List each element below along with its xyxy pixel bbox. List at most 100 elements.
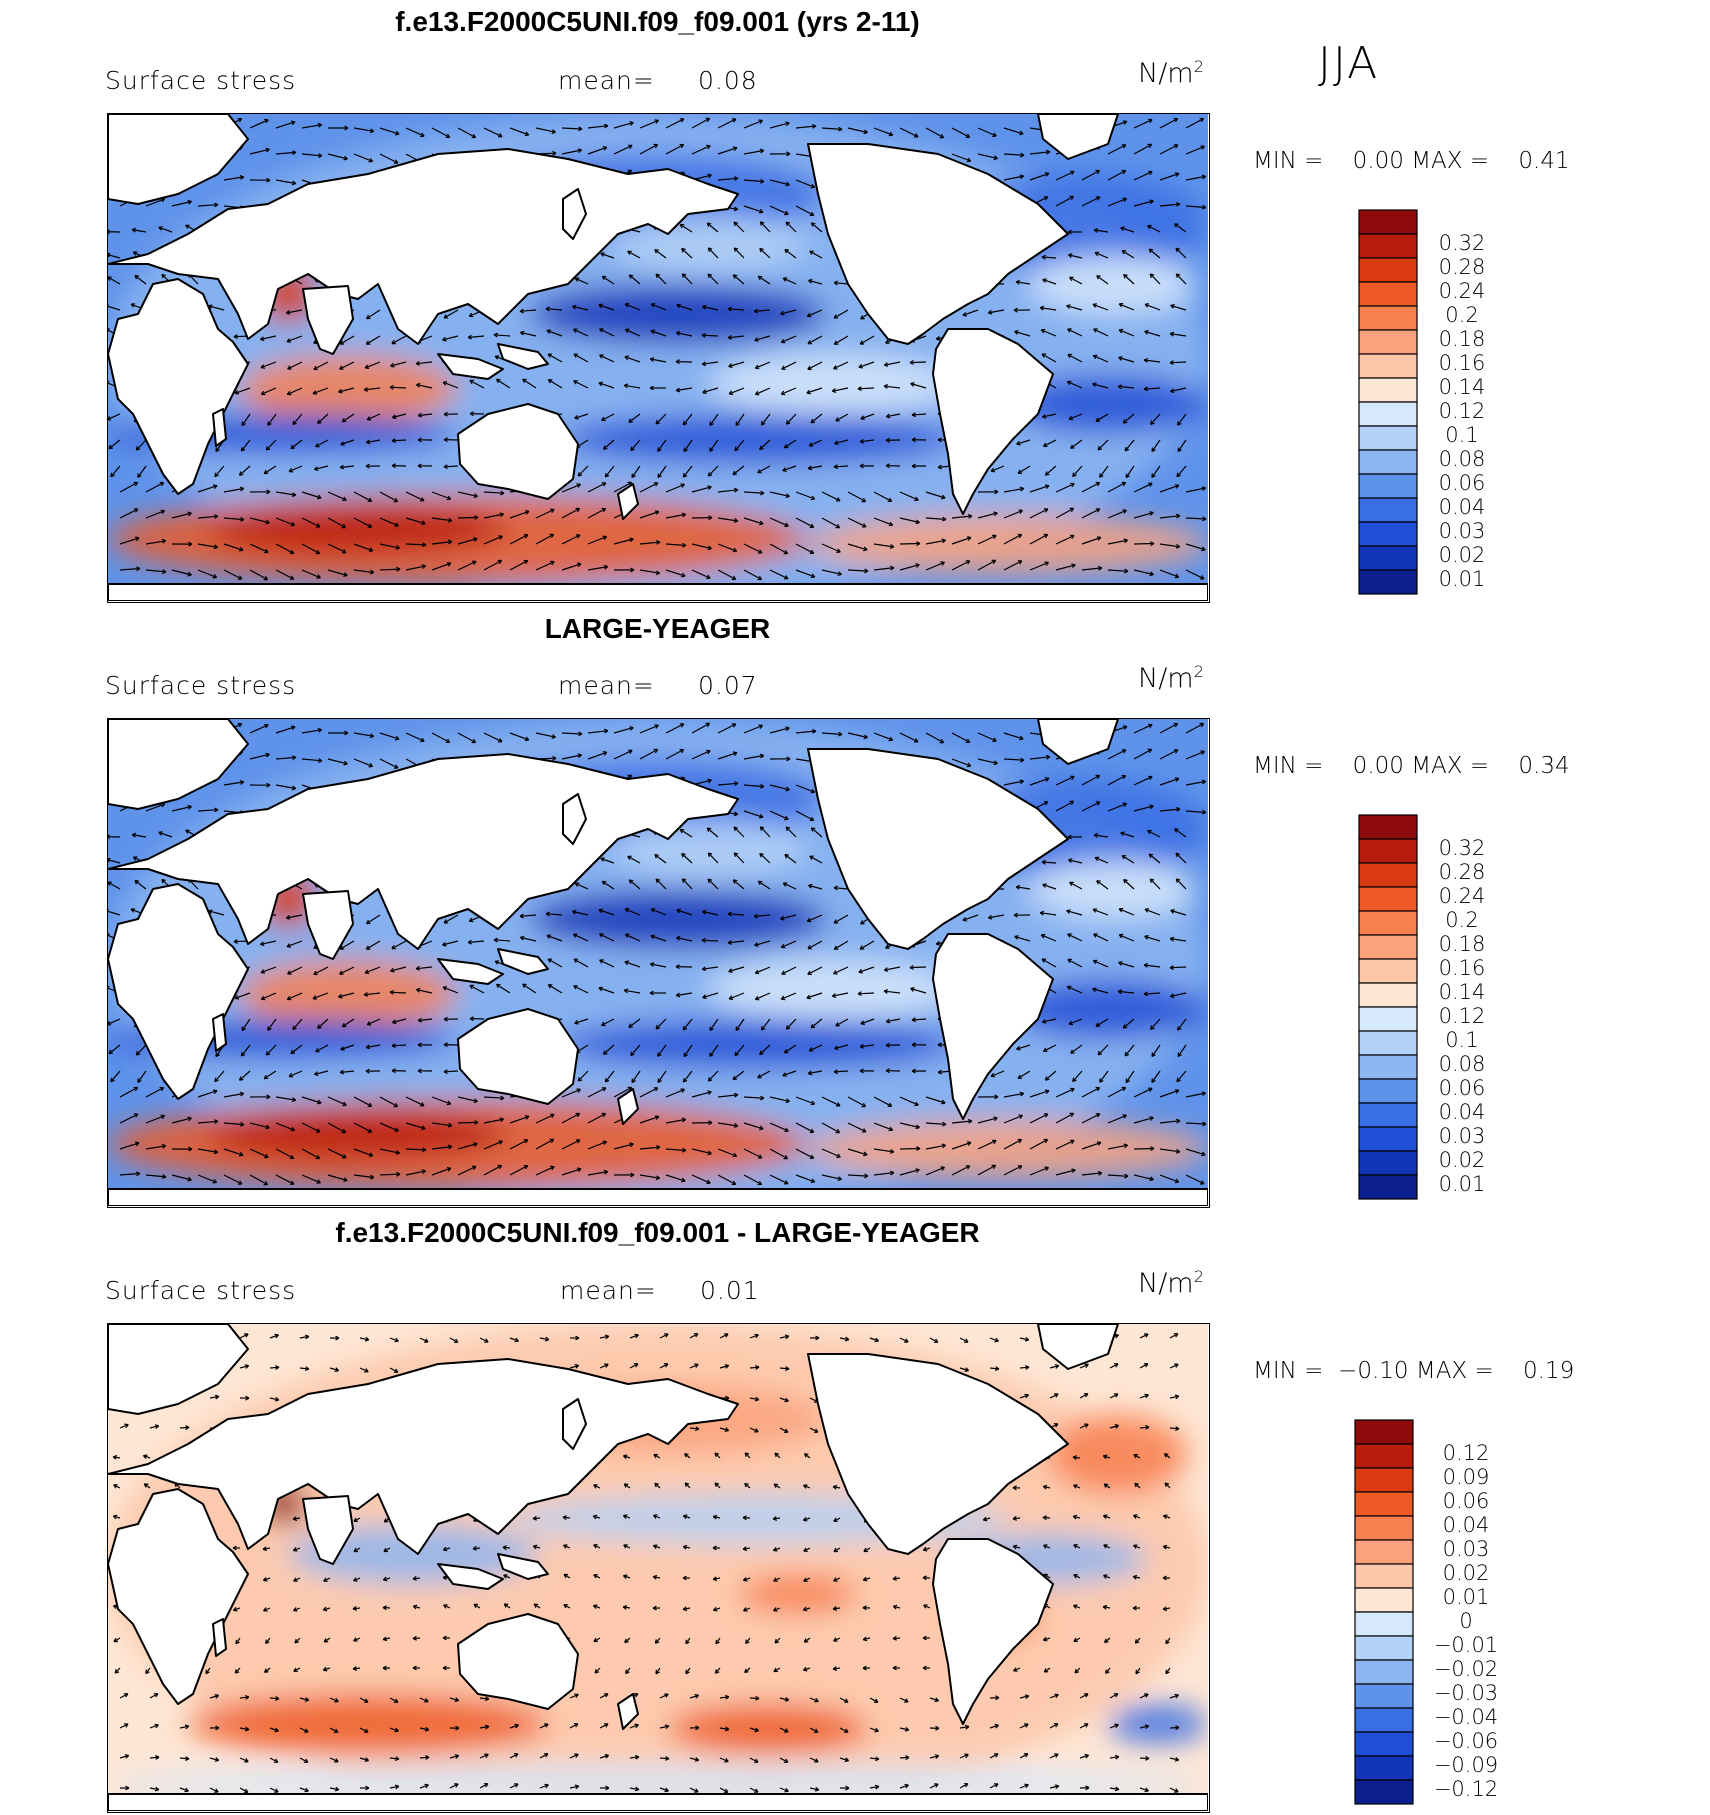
colorbar-3-tick-label: 0.03: [1442, 1537, 1490, 1561]
landmass: [932, 933, 1054, 1120]
colorbar-2-tick-label: 0.12: [1438, 1004, 1486, 1028]
panel-1-minmax: MIN = 0.00 MAX = 0.41: [1253, 148, 1570, 174]
panel-1-min-value: 0.00: [1352, 148, 1404, 174]
landmass: [617, 483, 639, 520]
panel-2-map: [107, 718, 1210, 1208]
colorbar-1-tick-label: 0.18: [1438, 327, 1486, 351]
landmass: [1037, 719, 1119, 765]
colorbar-1-tick-label: 0.24: [1438, 279, 1486, 303]
colorbar-1-box-6: [1358, 353, 1418, 379]
colorbar-3-tick-label: 0: [1459, 1609, 1473, 1633]
panel-2-mean-value: 0.07: [698, 671, 758, 700]
colorbar-2-box-6: [1358, 958, 1418, 984]
colorbar-3-box-7: [1354, 1587, 1414, 1613]
colorbar-3-tick-label: 0.09: [1442, 1465, 1490, 1489]
colorbar-3-box-9: [1354, 1635, 1414, 1661]
panel-2-minmax: MIN = 0.00 MAX = 0.34: [1253, 753, 1570, 779]
colorbar-2-tick-label: 0.18: [1438, 932, 1486, 956]
colorbar-3-tick-label: 0.04: [1442, 1513, 1490, 1537]
panel-1-colorbar-svg: [1358, 209, 1418, 595]
colorbar-2-box-7: [1358, 982, 1418, 1008]
colorbar-3-box-2: [1354, 1467, 1414, 1493]
panel-3-mean-label: mean=: [560, 1276, 657, 1305]
colorbar-1-tick-label: 0.16: [1438, 351, 1486, 375]
panel-3-colorbar-svg: [1354, 1419, 1414, 1805]
panel-2-colorbar: [1358, 814, 1420, 1205]
colorbar-3-tick-label: −0.01: [1433, 1633, 1499, 1657]
colorbar-2-box-9: [1358, 1030, 1418, 1056]
panel-2-title: LARGE-YEAGER: [544, 613, 771, 644]
colorbar-2-tick-label: 0.16: [1438, 956, 1486, 980]
colorbar-3-box-10: [1354, 1659, 1414, 1685]
colorbar-1-box-5: [1358, 329, 1418, 355]
colorbar-1-tick-label: 0.32: [1438, 231, 1486, 255]
colorbar-2-box-2: [1358, 862, 1418, 888]
landmass: [807, 143, 1069, 345]
landmass: [807, 748, 1069, 950]
colorbar-3-box-11: [1354, 1683, 1414, 1709]
colorbar-3-tick-label: 0.02: [1442, 1561, 1490, 1585]
colorbar-2-box-5: [1358, 934, 1418, 960]
landmass: [437, 958, 504, 985]
colorbar-2-tick-label: 0.24: [1438, 884, 1486, 908]
landmass: [108, 1324, 249, 1415]
colorbar-3-tick-label: −0.12: [1433, 1777, 1499, 1801]
panel-2-min-value: 0.00: [1352, 753, 1404, 779]
colorbar-3-box-13: [1354, 1731, 1414, 1757]
colorbar-1-tick-label: 0.12: [1438, 399, 1486, 423]
panel-1-map-svg: [108, 114, 1208, 601]
colorbar-2-tick-label: 0.28: [1438, 860, 1486, 884]
colorbar-3-tick-label: −0.03: [1433, 1681, 1499, 1705]
colorbar-1-tick-label: 0.02: [1438, 543, 1486, 567]
colorbar-2-box-11: [1358, 1078, 1418, 1104]
colorbar-1-tick-label: 0.14: [1438, 375, 1486, 399]
colorbar-2-box-4: [1358, 910, 1418, 936]
landmass: [457, 1008, 579, 1105]
colorbar-1-tick-label: 0.04: [1438, 495, 1486, 519]
colorbar-3-box-0: [1354, 1419, 1414, 1445]
colorbar-1-tick-label: 0.28: [1438, 255, 1486, 279]
panel-3-max-label: MAX =: [1415, 1358, 1494, 1384]
panel-2-units: N/m2: [1138, 662, 1204, 694]
colorbar-2-tick-label: 0.08: [1438, 1052, 1486, 1076]
landmass: [1037, 114, 1119, 160]
colorbar-2-tick-label: 0.01: [1438, 1172, 1486, 1196]
colorbar-3-tick-label: −0.06: [1433, 1729, 1499, 1753]
panel-1-units: N/m2: [1138, 57, 1204, 89]
panel-1-mean-label: mean=: [558, 66, 655, 95]
panel-3-minmax: MIN = −0.10 MAX = 0.19: [1253, 1358, 1574, 1384]
landmass: [212, 408, 227, 447]
landmass: [497, 1553, 549, 1580]
colorbar-2-tick-label: 0.03: [1438, 1124, 1486, 1148]
colorbar-1-box-13: [1358, 521, 1418, 547]
colorbar-1-tick-label: 0.08: [1438, 447, 1486, 471]
panel-3-min-label: MIN =: [1253, 1358, 1324, 1384]
landmass: [562, 793, 587, 845]
landmass: [212, 1013, 227, 1052]
panel-2-map-svg: [108, 719, 1208, 1206]
colorbar-2-tick-label: 0.14: [1438, 980, 1486, 1004]
landmass: [212, 1618, 227, 1657]
landmass: [497, 343, 549, 370]
landmass: [807, 1353, 1069, 1555]
panel-3-units: N/m2: [1138, 1267, 1204, 1299]
colorbar-1-box-8: [1358, 401, 1418, 427]
colorbar-1-box-3: [1358, 281, 1418, 307]
colorbar-3-box-4: [1354, 1515, 1414, 1541]
panel-2-colorbar-svg: [1358, 814, 1418, 1200]
panel-3-variable: Surface stress: [105, 1276, 297, 1305]
colorbar-2-box-8: [1358, 1006, 1418, 1032]
colorbar-3-tick-label: −0.09: [1433, 1753, 1499, 1777]
colorbar-3-box-15: [1354, 1779, 1414, 1805]
colorbar-3-box-3: [1354, 1491, 1414, 1517]
panel-3-title: f.e13.F2000C5UNI.f09_f09.001 - LARGE-YEA…: [335, 1217, 980, 1248]
panel-3-mean-value: 0.01: [700, 1276, 760, 1305]
colorbar-3-tick-label: 0.01: [1442, 1585, 1490, 1609]
colorbar-3-box-8: [1354, 1611, 1414, 1637]
colorbar-2-tick-label: 0.32: [1438, 836, 1486, 860]
colorbar-1-box-1: [1358, 233, 1418, 259]
landmass: [617, 1693, 639, 1730]
landmass: [108, 1188, 1208, 1206]
colorbar-2-box-15: [1358, 1174, 1418, 1200]
colorbar-2-tick-label: 0.1: [1445, 1028, 1479, 1052]
